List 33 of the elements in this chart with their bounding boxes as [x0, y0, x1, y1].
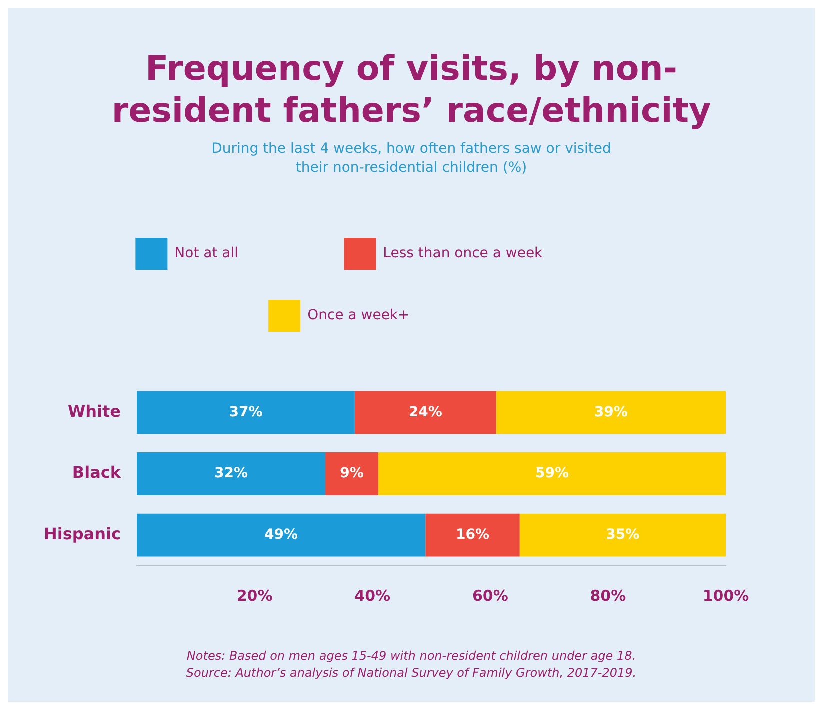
- x-tick-label: 80%: [590, 586, 626, 605]
- bar: [520, 514, 726, 557]
- y-tick-label: Hispanic: [44, 524, 122, 544]
- bar: [354, 391, 496, 434]
- y-tick-label: White: [68, 402, 122, 421]
- bar: [325, 452, 378, 496]
- bar: [137, 391, 355, 434]
- data-label: 49%: [264, 526, 298, 543]
- chart-title: Frequency of visits, by non-resident fathers’ race/ethnicity: [110, 48, 712, 132]
- legend-label: Not at all: [174, 246, 314, 262]
- source-note: Source: Author’s analysis of National Survey of Family Growth, 2017-2019.: [185, 665, 638, 682]
- data-label: 59%: [535, 466, 570, 482]
- bar: [496, 391, 726, 434]
- bar: [378, 452, 726, 496]
- data-label: 9%: [340, 466, 364, 482]
- data-label: 24%: [408, 404, 442, 420]
- bar: [137, 452, 326, 496]
- y-tick-label: Black: [72, 463, 122, 482]
- chart-subtitle: During the last 4 weeks, how often fathers saw or visited their non-residential children (%): [210, 140, 612, 178]
- bar: [137, 514, 426, 557]
- legend-label: Once a week+: [308, 308, 486, 324]
- bar: [426, 514, 520, 557]
- data-label: 37%: [229, 404, 263, 420]
- data-label: 16%: [456, 526, 490, 543]
- x-tick-label: 20%: [236, 586, 273, 605]
- data-label: 35%: [606, 526, 640, 543]
- x-tick-label: 100%: [702, 586, 750, 605]
- data-label: 32%: [214, 466, 248, 482]
- x-tick-label: 60%: [472, 586, 508, 605]
- legend-label: Less than once a week: [383, 246, 618, 262]
- x-tick-label: 40%: [354, 586, 391, 605]
- text: Notes: Based on men ages 15-49 with non-resident children under age 18.: [186, 648, 638, 665]
- data-label: 39%: [594, 404, 628, 420]
